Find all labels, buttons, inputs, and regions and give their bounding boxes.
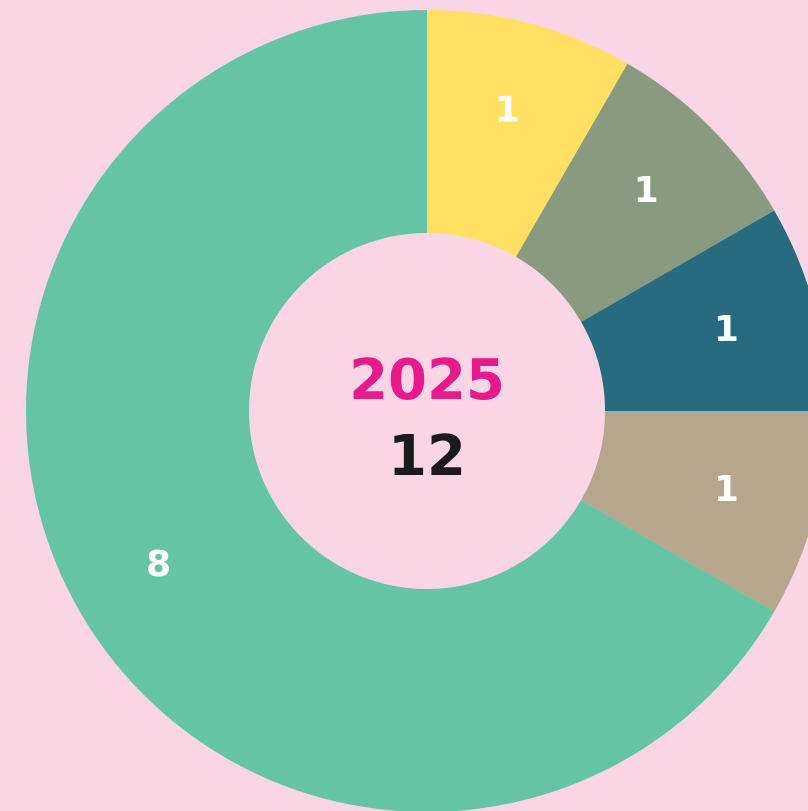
slice-label: 1 — [495, 90, 520, 131]
slice — [581, 210, 808, 411]
slice-label: 1 — [714, 309, 739, 350]
donut — [26, 10, 808, 811]
center-value: 12 — [388, 424, 466, 489]
slice-label: 1 — [634, 170, 659, 211]
slice-label: 1 — [714, 469, 739, 510]
center-label: 2025 — [349, 348, 505, 413]
slice — [581, 411, 808, 612]
slice-label: 8 — [146, 544, 171, 585]
slice — [26, 10, 775, 811]
slice — [427, 10, 628, 257]
slice — [516, 63, 775, 322]
